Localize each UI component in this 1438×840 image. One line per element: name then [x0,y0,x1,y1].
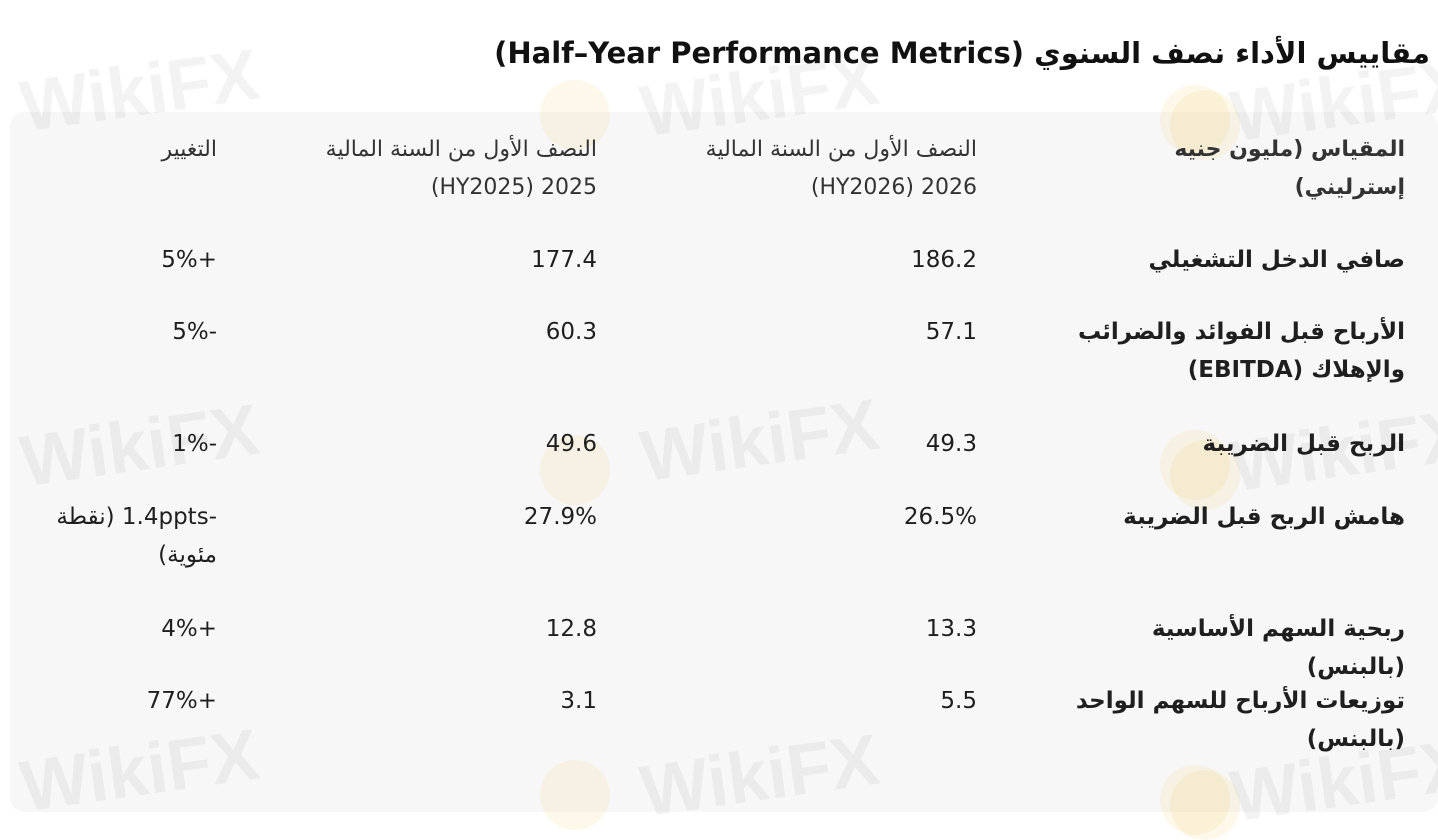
table-cell: 49.6 [545,431,597,457]
table-cell: 57.1 [925,319,977,345]
column-header: التغيير [161,137,217,162]
table-cell: 5.5 [940,688,977,714]
table-cell: 13.3 [925,616,977,642]
table-cell: 27.9% [523,504,597,530]
table-cell: 60.3 [545,319,597,345]
column-header: النصف الأول من السنة المالية 2026 (HY202… [705,137,977,200]
table-cell: 186.2 [911,247,977,273]
table-cell: -1.4ppts (نقطة مئوية) [56,504,217,568]
column-header: المقياس (مليون جنيه إسترليني) [1174,137,1405,200]
table-cell: 12.8 [545,616,597,642]
row-label: هامش الربح قبل الضريبة [1123,504,1405,530]
table-cell: 49.3 [925,431,977,457]
row-label: توزيعات الأرباح للسهم الواحد (بالبنس) [1075,688,1405,752]
table-cell: -1% [172,431,217,457]
table-cell: +4% [161,616,217,642]
page-title: مقاييس الأداء نصف السنوي (Half–Year Perf… [494,36,1430,70]
row-label: الأرباح قبل الفوائد والضرائب والإهلاك (E… [1077,319,1405,383]
table-cell: +5% [161,247,217,273]
table-cell: 177.4 [531,247,597,273]
table-panel [10,112,1438,812]
table-cell: -5% [172,319,217,345]
row-label: الربح قبل الضريبة [1202,431,1406,457]
table-cell: 3.1 [560,688,597,714]
page: {"header": {"title": "مقاييس الأداء نصف … [15,34,1438,840]
table-cell: +77% [146,688,217,714]
column-header: النصف الأول من السنة المالية 2025 (HY202… [325,137,597,200]
row-label: ربحية السهم الأساسية (بالبنس) [1151,616,1405,680]
table-cell: 26.5% [903,504,977,530]
row-label: صافي الدخل التشغيلي [1148,247,1405,273]
